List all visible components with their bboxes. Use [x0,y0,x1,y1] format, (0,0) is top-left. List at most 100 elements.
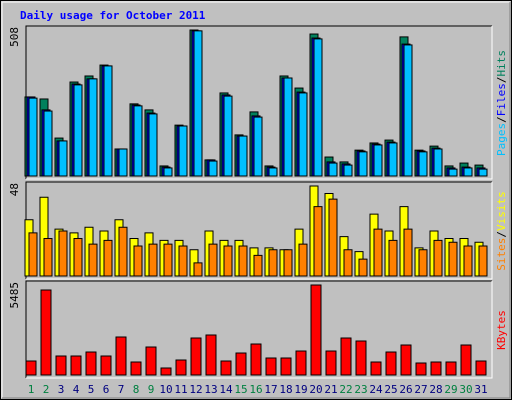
bar [235,352,247,376]
bar [238,245,248,277]
bar [223,95,233,177]
bar [463,167,473,177]
x-tick-label: 25 [384,383,397,396]
bar [205,334,217,376]
bar [358,258,368,277]
x-tick-label: 4 [73,383,80,396]
bar [403,228,413,277]
bar [328,162,338,177]
bar [433,148,443,177]
bar [283,249,293,277]
x-tick-label: 23 [354,383,367,396]
bar [25,360,37,376]
x-tick-label: 9 [148,383,155,396]
bar [190,337,202,376]
bar [73,238,83,277]
bar [145,346,157,376]
legend: KBytes [495,310,508,350]
bar [385,351,397,376]
panel-bevel [26,182,493,280]
bar [73,84,83,177]
bar [58,230,68,277]
legend-separator: / [495,77,508,84]
panel-bevel [25,280,492,378]
bar [283,77,293,177]
bar [238,135,248,177]
x-tick-label: 21 [324,383,337,396]
bar [253,116,263,177]
bar [478,168,488,177]
x-tick-label: 2 [43,383,50,396]
bar [193,30,203,177]
bar [268,167,278,177]
bar [328,198,338,277]
legend-separator: / [495,231,508,238]
bar [85,351,97,376]
bar [118,226,128,277]
y-tick-label: 5485 [8,282,21,309]
bar [448,241,458,277]
x-tick-label: 10 [159,383,172,396]
x-tick-label: 17 [264,383,277,396]
bar [253,254,263,277]
bar [178,125,188,177]
x-tick-label: 29 [444,383,457,396]
bar [118,148,128,177]
bar [388,142,398,177]
bar [208,243,218,277]
bar [115,336,127,376]
bar [340,337,352,376]
bar [220,360,232,376]
bar [223,245,233,277]
bar [265,357,277,376]
bar [160,367,172,376]
bar [103,239,113,277]
bar [175,359,187,376]
bar [298,243,308,277]
bar [370,361,382,376]
x-tick-label: 13 [204,383,217,396]
bar [343,249,353,277]
x-tick-label: 1 [28,383,35,396]
bar [250,343,262,376]
x-tick-label: 3 [58,383,65,396]
x-tick-label: 6 [103,383,110,396]
bar [445,361,457,376]
bar [43,238,53,277]
bar [100,355,112,376]
x-tick-label: 28 [429,383,442,396]
x-tick-label: 20 [309,383,322,396]
x-tick-label: 8 [133,383,140,396]
bar [55,355,67,376]
chart-title: Daily usage for October 2011 [20,9,206,22]
bar [418,151,428,177]
bar [163,243,173,277]
bar [28,232,38,277]
y-tick-label: 508 [8,27,21,47]
bar [448,168,458,177]
bar [178,245,188,277]
bar [325,350,337,376]
bar [355,340,367,376]
bar [313,206,323,277]
x-tick-label: 11 [174,383,187,396]
x-tick-label: 30 [459,383,472,396]
bar [88,78,98,177]
bar [400,344,412,376]
x-tick-label: 18 [279,383,292,396]
bar [40,289,52,376]
legend-entry: Sites [495,238,508,271]
bar [133,245,143,277]
x-tick-label: 19 [294,383,307,396]
bar [388,239,398,277]
x-tick-label: 22 [339,383,352,396]
x-tick-label: 27 [414,383,427,396]
legend: Sites/Visits [495,191,508,271]
bar [208,160,218,177]
bar [310,284,322,376]
x-tick-label: 12 [189,383,202,396]
x-tick-label: 26 [399,383,412,396]
